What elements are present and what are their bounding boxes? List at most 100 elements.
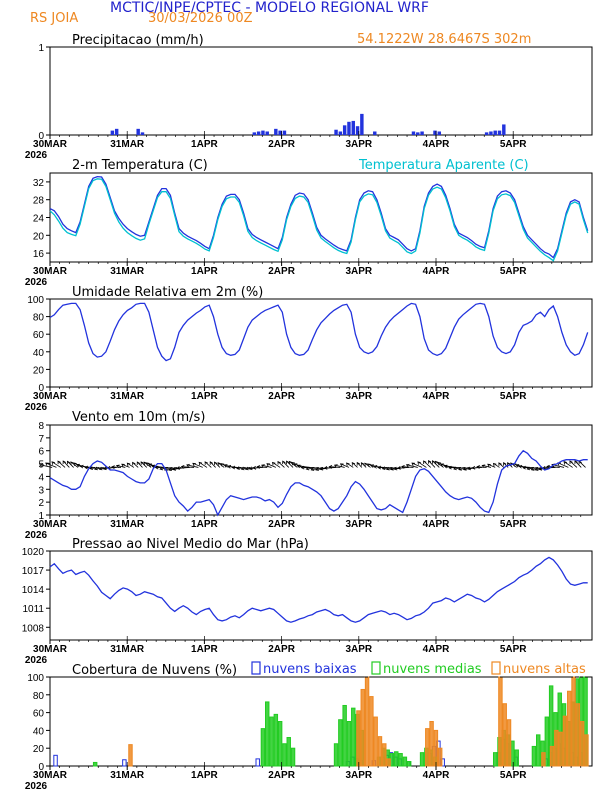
wind-arrow-head	[526, 466, 531, 471]
wind-arrow-head	[227, 464, 232, 469]
legend-swatch-baixas	[251, 661, 261, 675]
wind-arrow-head	[305, 466, 310, 471]
wind-arrow-head	[272, 461, 276, 466]
wind-arrow-head	[569, 460, 573, 465]
wind-arrow-head	[172, 467, 177, 471]
panel-clouds-marks	[53, 676, 589, 767]
panel-pres: Pressao ao Nivel Medio do Mar (hPa) 1008…	[22, 537, 593, 666]
wind-arrow	[107, 467, 117, 469]
wind-arrow	[417, 461, 427, 468]
wind-arrow-head	[458, 467, 462, 471]
bar-precip	[433, 130, 437, 135]
wind-arrow	[62, 460, 70, 468]
panel-rh-marks	[49, 302, 589, 362]
ytick-label: 3	[38, 485, 44, 496]
series-line-rh-0	[49, 302, 589, 362]
bar-clouds-1	[514, 749, 519, 767]
series-line-temp-0	[49, 175, 589, 259]
bar-precip	[338, 131, 343, 135]
panel-precip: Precipitacao (mm/h) 01 30MAR 31MAR 1APR 2AP…	[25, 33, 593, 161]
panel-precip-marks	[110, 113, 506, 135]
bar-clouds-1	[286, 737, 291, 767]
wind-arrow-head	[39, 463, 43, 468]
xtick-year: 2026	[25, 150, 48, 161]
wind-arrow-head	[57, 460, 61, 465]
wind-arrow-head	[476, 465, 481, 469]
wind-arrow	[121, 463, 130, 468]
bar-clouds-2	[549, 745, 555, 767]
panel-clouds-legend: nuvens baixas nuvens medias nuvens altas	[251, 661, 586, 677]
wind-arrow	[557, 462, 569, 468]
bar-precip	[416, 132, 420, 135]
wind-arrow-head	[443, 464, 448, 469]
wind-arrow-head	[62, 460, 66, 465]
wind-arrow	[472, 467, 483, 469]
xtick-label: 4APR	[423, 519, 450, 530]
bar-precip	[347, 121, 351, 135]
wind-arrow-head	[98, 466, 103, 471]
xtick-year: 2026	[25, 402, 48, 413]
bar-precip	[502, 124, 506, 135]
ytick-label: 40	[33, 726, 45, 737]
legend-swatch-altas	[491, 661, 501, 675]
bar-clouds-1	[544, 716, 550, 767]
bar-clouds-2	[498, 676, 503, 767]
xtick-label: 30MAR	[33, 391, 68, 402]
bar-clouds-2	[506, 719, 512, 767]
wind-arrow-head	[381, 466, 386, 471]
bar-clouds-2	[386, 758, 391, 767]
panel-precip-yticks: 01	[38, 43, 50, 142]
panel-clouds-title: Cobertura de Nuvens (%)	[72, 663, 237, 678]
ytick-label: 2	[38, 498, 44, 509]
wind-arrow	[261, 464, 272, 468]
bar-clouds-2	[360, 688, 365, 767]
bar-precip	[360, 113, 364, 135]
wind-arrow-head	[70, 461, 74, 465]
bar-precip	[256, 131, 261, 135]
ytick-label: 80	[33, 313, 45, 324]
wind-arrow-head	[448, 465, 452, 470]
bar-precip	[110, 130, 115, 135]
xtick-label: 1APR	[191, 519, 218, 530]
panel-rh-yticks: 0 20 40 60 80 100	[27, 295, 50, 394]
bar-clouds-1	[402, 756, 408, 767]
ytick-label: 1020	[22, 547, 45, 558]
wind-arrow-head	[437, 462, 442, 466]
wind-arrow-head	[453, 466, 457, 471]
xtick-label: 31MAR	[110, 644, 145, 655]
bar-precip	[373, 131, 377, 135]
wind-arrow-head	[244, 466, 249, 471]
wind-arrow	[282, 460, 290, 468]
bar-precip	[484, 132, 489, 135]
bar-clouds-2	[554, 729, 559, 767]
wind-arrow-head	[145, 462, 150, 466]
wind-arrow-head	[507, 462, 511, 466]
wind-arrow	[574, 460, 582, 468]
panel-clouds: Cobertura de Nuvens (%) nuvens baixas nu…	[25, 661, 593, 792]
bar-clouds-1	[394, 751, 399, 767]
xtick-label: 4APR	[423, 139, 450, 150]
panel-pres-title: Pressao ao Nivel Medio do Mar (hPa)	[72, 537, 309, 552]
bar-precip	[282, 130, 287, 135]
wind-arrow-head	[428, 460, 432, 464]
wind-arrow	[329, 466, 341, 468]
bar-precip	[114, 128, 119, 135]
wind-arrow	[51, 461, 61, 468]
wind-arrow	[401, 466, 414, 468]
wind-arrow-head	[538, 466, 543, 471]
wind-arrow-head	[515, 464, 520, 468]
wind-arrow-head	[574, 460, 578, 464]
wind-arrow-head	[492, 462, 497, 467]
wind-arrow	[39, 464, 53, 468]
wind-arrow	[236, 467, 246, 469]
wind-arrow-head	[252, 465, 257, 470]
xtick-label: 3APR	[345, 770, 372, 781]
panel-pres-frame	[49, 550, 593, 641]
ytick-label: 7	[38, 434, 44, 445]
wind-arrow	[406, 464, 418, 468]
wind-arrow-head	[151, 464, 155, 469]
wind-arrow-head	[231, 465, 236, 470]
wind-arrow	[111, 466, 122, 468]
ytick-label: 40	[33, 348, 45, 359]
bar-clouds-2	[433, 729, 439, 767]
